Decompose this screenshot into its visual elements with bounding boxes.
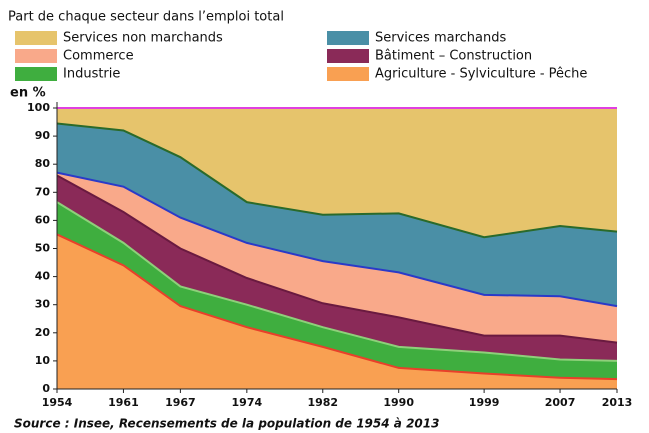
- legend-swatch: [15, 31, 57, 45]
- legend-swatch: [15, 49, 57, 63]
- area-line: [56, 201, 618, 362]
- legend-label: Services marchands: [375, 31, 506, 46]
- y-tick-label: 90: [35, 129, 51, 142]
- y-tick-label: 20: [35, 326, 51, 339]
- area-line: [56, 174, 618, 344]
- area-line: [56, 171, 618, 308]
- x-tick-label: 1954: [42, 396, 73, 409]
- x-tick-label: 1974: [232, 396, 263, 409]
- legend-label: Bâtiment – Construction: [375, 49, 532, 64]
- area-line: [56, 233, 618, 381]
- y-tick-label: 40: [35, 270, 51, 283]
- x-tick-label: 1967: [165, 396, 196, 409]
- x-tick-label: 1961: [108, 396, 139, 409]
- y-tick-label: 80: [35, 157, 51, 170]
- legend-swatch: [327, 49, 369, 63]
- legend-label: Industrie: [63, 67, 120, 82]
- legend-label: Commerce: [63, 49, 134, 64]
- y-tick-label: 70: [35, 185, 51, 198]
- x-tick-label: 2007: [545, 396, 576, 409]
- y-tick-label: 50: [35, 242, 51, 255]
- legend-label: Services non marchands: [63, 31, 223, 46]
- legend-swatch: [327, 67, 369, 81]
- y-axis-label: en %: [10, 86, 46, 101]
- area: [57, 202, 617, 380]
- y-tick-label: 30: [35, 298, 51, 311]
- legend-swatch: [15, 67, 57, 81]
- area-line: [56, 122, 618, 239]
- legend-label: Agriculture - Sylviculture - Pêche: [375, 67, 587, 82]
- area: [57, 175, 617, 361]
- area: [57, 172, 617, 343]
- legend-swatch: [327, 31, 369, 45]
- x-tick-label: 1982: [307, 396, 338, 409]
- chart-title: Part de chaque secteur dans l’emploi tot…: [8, 10, 284, 25]
- y-tick-label: 10: [35, 354, 51, 367]
- x-tick-label: 1999: [469, 396, 500, 409]
- y-tick-label: 0: [42, 382, 50, 395]
- area: [57, 234, 617, 389]
- y-tick-label: 100: [27, 101, 50, 114]
- source-note: Source : Insee, Recensements de la popul…: [14, 417, 439, 431]
- x-tick-label: 2013: [602, 396, 633, 409]
- area: [57, 108, 617, 238]
- x-tick-label: 1990: [383, 396, 414, 409]
- y-tick-label: 60: [35, 213, 51, 226]
